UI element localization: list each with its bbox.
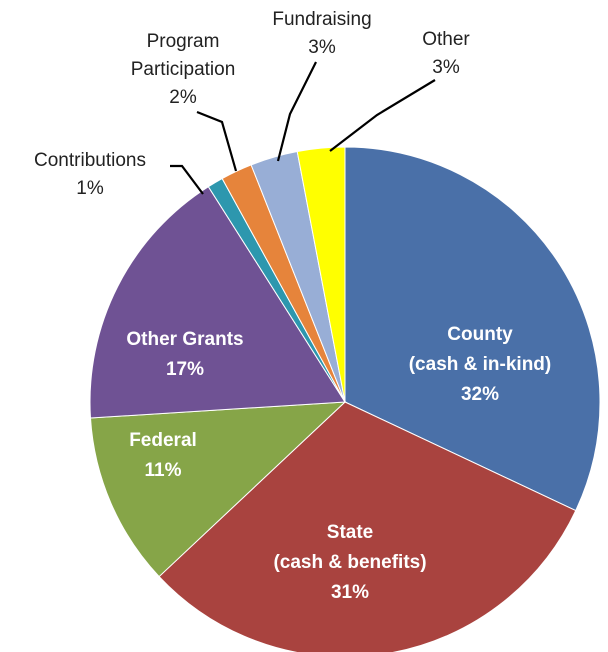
slice-labels: County (cash & in-kind) 32% State (cash & be… <box>34 9 551 603</box>
slice-label-line: State <box>327 522 373 543</box>
pie-slice-2 <box>158 401 577 652</box>
slice-label-line: Other <box>422 29 470 50</box>
slice-label-line: 17% <box>166 359 204 380</box>
slice-label-line: Other Grants <box>126 329 243 350</box>
slice-label-line: 31% <box>331 582 369 603</box>
slice-label-line: County <box>447 324 513 345</box>
slice-label-line: Fundraising <box>272 9 371 30</box>
slice-label-line: Contributions <box>34 150 146 171</box>
slice-label-2: State (cash & benefits) 31% <box>273 522 426 603</box>
leader-line-8 <box>329 79 436 152</box>
slice-label-line: 11% <box>145 460 182 481</box>
slice-label-6: Program Participation 2% <box>131 31 236 108</box>
slice-label-line: 3% <box>432 57 460 78</box>
slice-label-1: County (cash & in-kind) 32% <box>409 324 552 405</box>
slice-label-line: Federal <box>129 430 197 451</box>
slice-label-line: 32% <box>461 384 499 405</box>
pie-slice-3 <box>89 401 347 578</box>
slice-label-line: Participation <box>131 59 236 80</box>
slice-label-line: (cash & in-kind) <box>409 354 552 375</box>
slice-label-line: 3% <box>308 37 336 58</box>
slice-label-8: Other 3% <box>422 29 470 78</box>
leader-line-7 <box>276 61 317 162</box>
slice-label-4: Other Grants 17% <box>126 329 243 380</box>
slice-label-line: (cash & benefits) <box>273 552 426 573</box>
slice-label-5: Contributions 1% <box>34 150 146 199</box>
slice-label-line: Program <box>147 31 220 52</box>
pie-slice-1 <box>344 146 601 512</box>
pie-slice-4 <box>89 186 346 419</box>
slice-label-line: 2% <box>169 87 197 108</box>
slice-label-7: Fundraising 3% <box>272 9 371 58</box>
leader-lines <box>170 61 436 195</box>
leader-line-6 <box>196 110 238 172</box>
slice-label-line: 1% <box>76 178 104 199</box>
leader-line-5 <box>170 164 204 195</box>
pie-slices <box>89 146 601 652</box>
pie-slice-8 <box>296 146 346 403</box>
slice-label-3: Federal 11% <box>129 430 197 481</box>
